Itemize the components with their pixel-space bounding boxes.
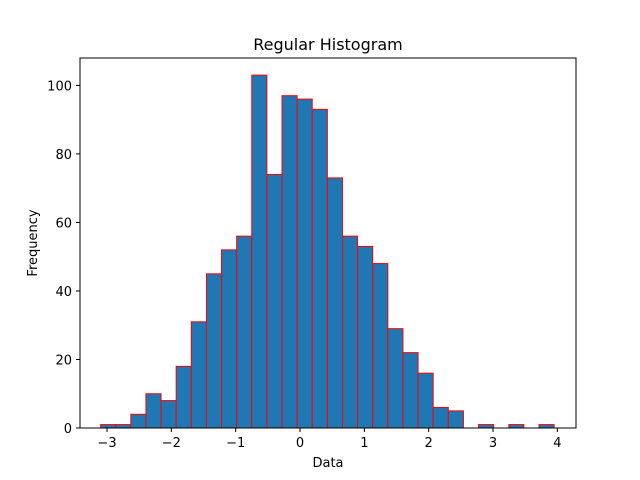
histogram-bar [341,235,359,429]
histogram-bar [205,273,223,429]
histogram-bar [190,321,207,429]
histogram-bars [100,74,555,429]
histogram-bar [281,95,298,429]
histogram-bar [311,108,328,429]
x-axis-label: Data [312,456,343,471]
histogram-bar [236,235,253,429]
y-axis: 0 20 40 60 80 100 [47,79,80,437]
y-tick-label: 60 [55,216,72,231]
x-tick-label: 0 [296,436,304,451]
histogram-bar [478,424,495,429]
histogram-bar [432,406,449,429]
y-tick-label: 40 [55,285,72,300]
x-tick-label: 4 [553,436,561,451]
histogram-bar [357,245,374,429]
histogram-bar [175,365,192,429]
plot-frame [79,57,577,429]
x-axis: −3 −2 −1 0 1 2 3 4 [97,428,561,451]
histogram-bar [296,98,313,429]
histogram-bar [417,372,434,429]
chart-title: Regular Histogram [253,35,402,54]
x-tick-label: 3 [489,436,497,451]
histogram-bar [221,249,238,429]
histogram-bar [372,263,389,429]
histogram-bar [447,410,464,429]
x-tick-label: −3 [97,436,116,451]
histogram-bar [145,393,162,429]
y-tick-label: 100 [47,79,72,94]
y-axis-label: Frequency [26,209,41,276]
histogram-bar [130,413,147,429]
histogram-bar [266,173,283,429]
histogram-bar [326,177,343,429]
histogram-bar [115,424,132,429]
x-tick-label: 2 [425,436,433,451]
histogram-bar [387,328,404,429]
y-tick-label: 80 [55,148,72,163]
histogram-bar [160,400,177,429]
y-tick-label: 0 [64,422,72,437]
x-tick-label: −2 [162,436,181,451]
histogram-bar [251,74,268,429]
x-tick-label: 1 [360,436,368,451]
histogram-bar [508,424,525,429]
histogram-bar [402,352,419,429]
x-tick-label: −1 [226,436,245,451]
y-tick-label: 20 [55,353,72,368]
histogram-bar [538,424,555,429]
histogram-bar [100,424,117,429]
